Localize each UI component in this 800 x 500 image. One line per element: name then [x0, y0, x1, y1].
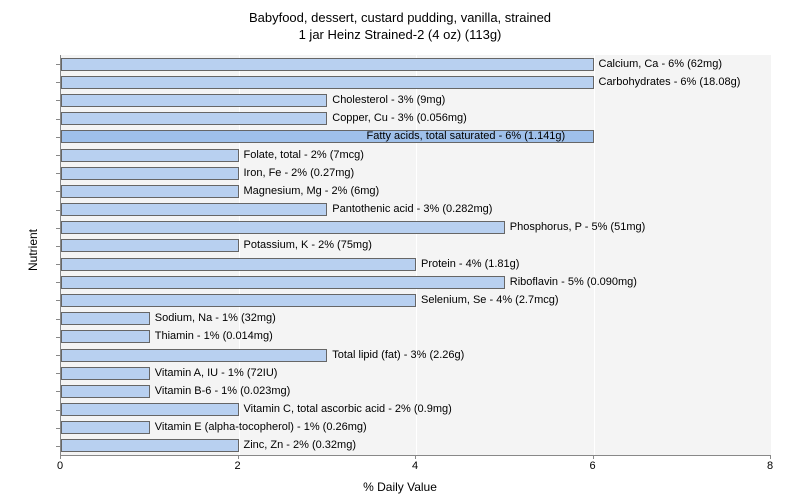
bar	[61, 276, 505, 289]
bar	[61, 167, 239, 180]
bar	[61, 76, 594, 89]
bar-label: Potassium, K - 2% (75mg)	[244, 239, 372, 252]
bar-label: Phosphorus, P - 5% (51mg)	[510, 221, 646, 234]
gridline	[594, 55, 595, 455]
bar-label: Selenium, Se - 4% (2.7mcg)	[421, 294, 559, 307]
bar	[61, 294, 416, 307]
bar	[61, 330, 150, 343]
y-tick	[56, 119, 60, 120]
bar	[61, 112, 327, 125]
bar-label: Thiamin - 1% (0.014mg)	[155, 330, 273, 343]
y-tick	[56, 210, 60, 211]
y-axis-label: Nutrient	[26, 229, 40, 271]
x-tick	[770, 455, 771, 459]
y-tick	[56, 319, 60, 320]
bar-label: Sodium, Na - 1% (32mg)	[155, 312, 276, 325]
bar-label: Copper, Cu - 3% (0.056mg)	[332, 112, 467, 125]
bar-label: Zinc, Zn - 2% (0.32mg)	[244, 439, 356, 452]
y-tick	[56, 64, 60, 65]
x-tick-label: 4	[412, 460, 418, 472]
x-tick	[415, 455, 416, 459]
title-line1: Babyfood, dessert, custard pudding, vani…	[249, 10, 551, 25]
bar	[61, 58, 594, 71]
y-tick	[56, 100, 60, 101]
x-tick	[60, 455, 61, 459]
y-tick	[56, 300, 60, 301]
bar	[61, 403, 239, 416]
x-tick-label: 8	[767, 460, 773, 472]
bar-label: Pantothenic acid - 3% (0.282mg)	[332, 203, 492, 216]
bar-label: Vitamin A, IU - 1% (72IU)	[155, 367, 278, 380]
bar-label: Vitamin E (alpha-tocopherol) - 1% (0.26m…	[155, 421, 367, 434]
chart-container: Babyfood, dessert, custard pudding, vani…	[0, 0, 800, 500]
y-tick	[56, 155, 60, 156]
bar-label: Folate, total - 2% (7mcg)	[244, 149, 364, 162]
bar	[61, 349, 327, 362]
y-tick	[56, 137, 60, 138]
y-tick	[56, 82, 60, 83]
bar	[61, 94, 327, 107]
y-tick	[56, 282, 60, 283]
bar	[61, 203, 327, 216]
bar	[61, 385, 150, 398]
bar	[61, 258, 416, 271]
bar	[61, 221, 505, 234]
y-tick	[56, 173, 60, 174]
y-tick	[56, 391, 60, 392]
y-tick	[56, 428, 60, 429]
title-line2: 1 jar Heinz Strained-2 (4 oz) (113g)	[299, 27, 502, 42]
x-tick	[238, 455, 239, 459]
y-tick	[56, 228, 60, 229]
bar	[61, 185, 239, 198]
y-tick	[56, 410, 60, 411]
bar-label: Protein - 4% (1.81g)	[421, 258, 519, 271]
y-tick	[56, 373, 60, 374]
y-tick	[56, 264, 60, 265]
bar-label: Total lipid (fat) - 3% (2.26g)	[332, 349, 464, 362]
gridline	[771, 55, 772, 455]
bar-label: Riboflavin - 5% (0.090mg)	[510, 276, 637, 289]
y-tick	[56, 446, 60, 447]
bar-label: Vitamin C, total ascorbic acid - 2% (0.9…	[244, 403, 452, 416]
bar-label: Vitamin B-6 - 1% (0.023mg)	[155, 385, 291, 398]
x-tick	[593, 455, 594, 459]
y-tick	[56, 337, 60, 338]
bar	[61, 312, 150, 325]
bar	[61, 421, 150, 434]
bar-label: Cholesterol - 3% (9mg)	[332, 94, 445, 107]
bar-label: Calcium, Ca - 6% (62mg)	[599, 58, 722, 71]
bar-label: Carbohydrates - 6% (18.08g)	[599, 76, 741, 89]
bar-label: Fatty acids, total saturated - 6% (1.141…	[367, 130, 566, 143]
y-tick	[56, 191, 60, 192]
bar-label: Magnesium, Mg - 2% (6mg)	[244, 185, 380, 198]
bar-label: Iron, Fe - 2% (0.27mg)	[244, 167, 355, 180]
chart-title: Babyfood, dessert, custard pudding, vani…	[0, 0, 800, 44]
x-tick-label: 2	[234, 460, 240, 472]
y-tick	[56, 355, 60, 356]
plot-area: Calcium, Ca - 6% (62mg) Carbohydrates - 6…	[60, 55, 771, 456]
x-axis-label: % Daily Value	[363, 480, 437, 494]
bar	[61, 239, 239, 252]
x-tick-label: 0	[57, 460, 63, 472]
bar	[61, 439, 239, 452]
x-tick-label: 6	[589, 460, 595, 472]
bar	[61, 149, 239, 162]
y-tick	[56, 246, 60, 247]
bar	[61, 367, 150, 380]
